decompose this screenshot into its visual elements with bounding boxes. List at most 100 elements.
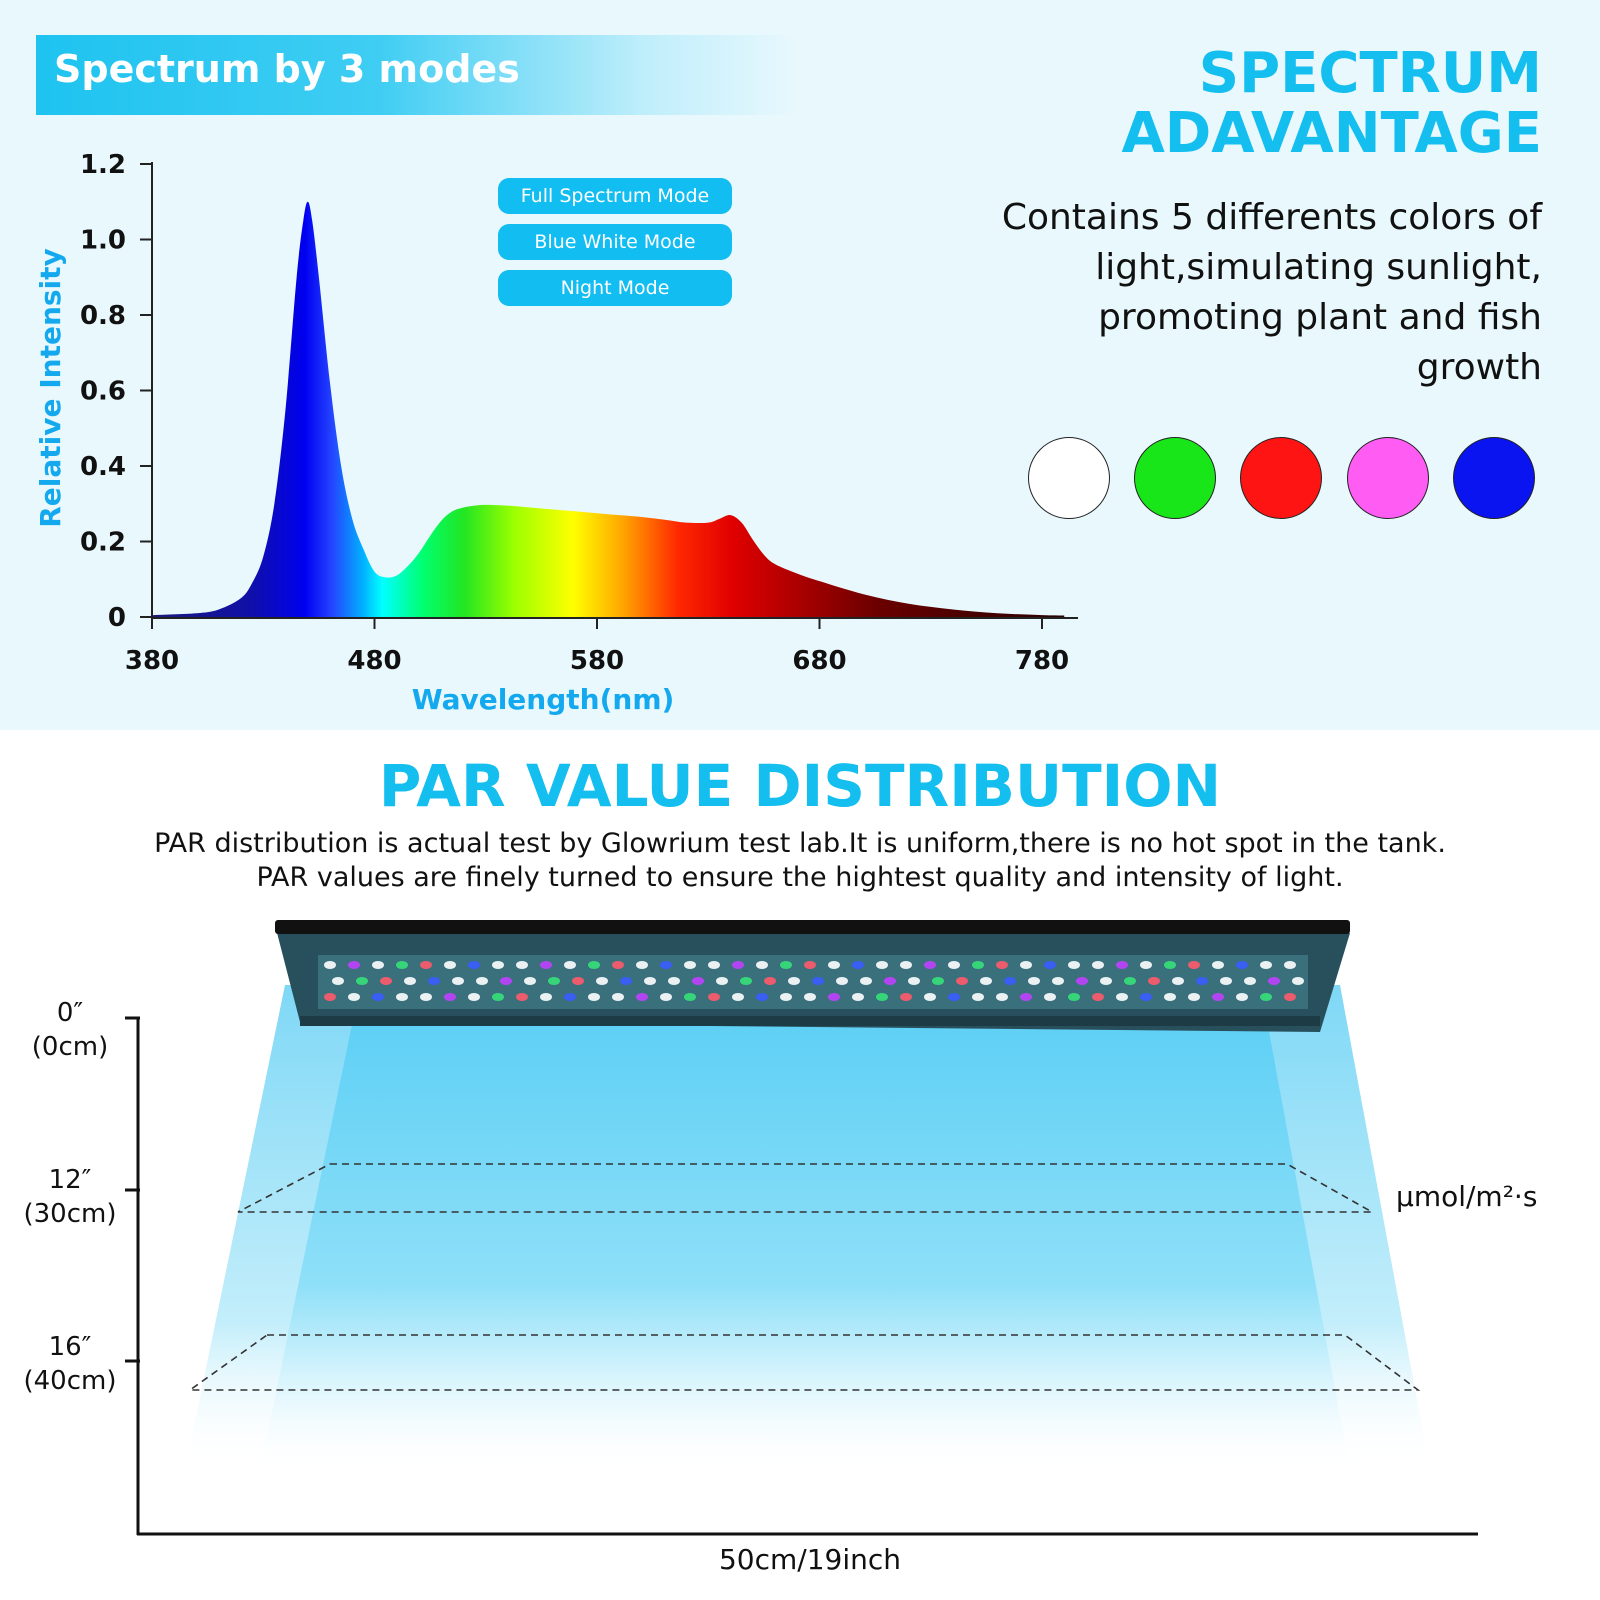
led-dot [324,961,336,969]
led-dot [540,961,552,969]
led-dot [1140,993,1152,1001]
led-dot [1188,993,1200,1001]
led-dot [1076,977,1088,985]
color-swatch-blue [1453,437,1535,519]
led-dot [1220,977,1232,985]
par-description-1: PAR distribution is actual test by Glowr… [154,828,1446,859]
y-axis-label: Relative Intensity [34,248,67,528]
led-dot [372,961,384,969]
led-dot [1020,993,1032,1001]
led-dot [1140,961,1152,969]
y-tick-label: 0.4 [80,452,126,482]
led-dot [876,961,888,969]
x-axis-label: Wavelength(nm) [412,683,675,716]
led-dot [1028,977,1040,985]
banner-text: Spectrum by 3 modes [54,47,520,91]
led-dot [1092,993,1104,1001]
tank-width-label: 50cm/19inch [718,1543,902,1576]
y-tick-label: 0 [108,603,126,633]
mode-blue-white: Blue White Mode [498,224,732,260]
y-tick-label: 0.8 [80,301,126,331]
led-dot [1020,961,1032,969]
led-dot [1244,977,1256,985]
led-dot [1052,977,1064,985]
led-dot [1196,977,1208,985]
led-dot [804,993,816,1001]
led-dot [756,993,768,1001]
led-dot [684,993,696,1001]
led-dot [948,993,960,1001]
led-dot [884,977,896,985]
led-dot [948,961,960,969]
led-dot [1068,993,1080,1001]
led-dot [908,977,920,985]
led-dot [836,977,848,985]
led-dot [692,977,704,985]
led-dot [708,961,720,969]
title-line-1: SPECTRUM [1198,41,1542,106]
led-dot [380,977,392,985]
color-swatch-white [1028,437,1110,519]
spectrum-advantage-title: SPECTRUM ADAVANTAGE [1121,44,1542,164]
led-dot [356,977,368,985]
led-dot [324,993,336,1001]
led-dot [428,977,440,985]
y-tick-label: 0.2 [80,528,126,558]
led-dot [876,993,888,1001]
led-dot [444,993,456,1001]
led-dot [924,961,936,969]
par-description-2: PAR values are finely turned to ensure t… [256,862,1344,893]
led-dot [980,977,992,985]
led-dot [956,977,968,985]
led-dot [348,961,360,969]
depth-label-16: 16″ (40cm) [23,1332,117,1396]
led-dot [1164,993,1176,1001]
led-dot [756,961,768,969]
x-tick-label: 580 [570,646,624,676]
led-dot [732,993,744,1001]
y-tick-label: 0.6 [80,377,126,407]
led-dot [660,993,672,1001]
color-swatch-green [1134,437,1216,519]
led-dot [492,993,504,1001]
led-dot [1044,993,1056,1001]
led-dot [444,961,456,969]
led-dot [644,977,656,985]
par-plane-16in [187,1334,1421,1391]
led-dot [540,993,552,1001]
x-tick-label: 680 [792,646,846,676]
led-dot [636,993,648,1001]
led-dot [1260,961,1272,969]
led-dot [716,977,728,985]
led-dot [564,993,576,1001]
led-dot [1212,961,1224,969]
spectrum-banner: Spectrum by 3 modes [36,35,796,115]
light-beam-inner [260,1010,1350,1470]
color-swatch-red [1240,437,1322,519]
led-dot [972,961,984,969]
depth-axis [125,1016,1478,1536]
spectrum-description: Contains 5 differents colors of light,si… [1001,197,1542,388]
led-dot [596,977,608,985]
spectrum-area [152,201,1065,617]
led-dot [852,993,864,1001]
color-swatch-pink [1347,437,1429,519]
led-dot [476,977,488,985]
led-dot [860,977,872,985]
led-dot [548,977,560,985]
led-dot [396,961,408,969]
led-dot [1188,961,1200,969]
led-dot [468,961,480,969]
led-dot [588,961,600,969]
led-dot [396,993,408,1001]
led-dot [740,977,752,985]
led-dot [404,977,416,985]
led-dot [1124,977,1136,985]
led-dot [588,993,600,1001]
y-tick-label: 1.2 [80,150,126,180]
led-dot [332,977,344,985]
led-dot [788,977,800,985]
par-unit-label: μmol/m²·s [1396,1180,1538,1213]
led-dot [420,993,432,1001]
